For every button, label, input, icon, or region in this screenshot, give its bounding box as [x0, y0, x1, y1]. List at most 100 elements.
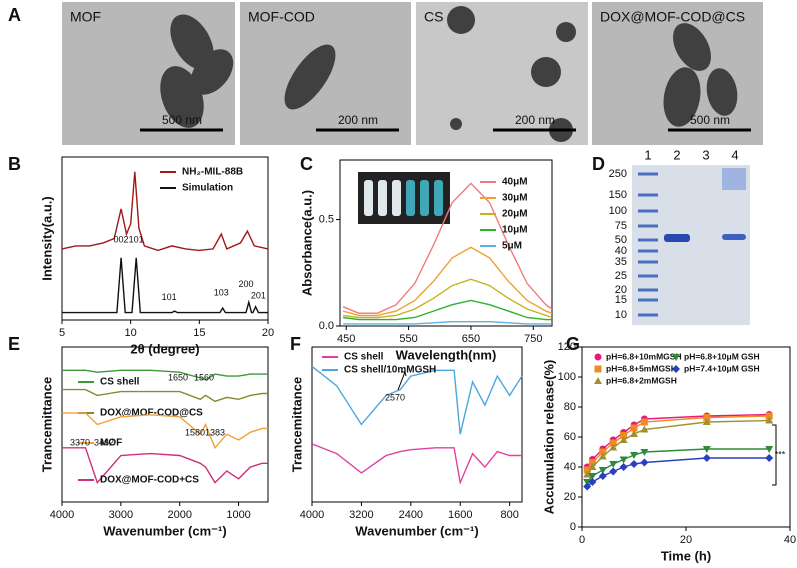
- legend-label: pH=6.8+10mMGSH: [606, 351, 682, 361]
- y-axis-title: Trancemittance: [289, 377, 304, 472]
- series-line: [62, 257, 268, 314]
- x-tick-label: 2000: [167, 509, 191, 521]
- legend-label: pH=7.4+10μM GSH: [684, 363, 760, 373]
- series-line: [311, 443, 522, 486]
- x-axis-title: Wavelength(nm): [396, 347, 497, 362]
- legend-label: 30μM: [502, 193, 528, 204]
- data-point: [640, 425, 649, 433]
- gel: [632, 165, 750, 325]
- x-tick-label: 3200: [349, 509, 373, 521]
- x-tick-label: 5: [59, 327, 65, 339]
- x-tick-label: 40: [784, 534, 796, 546]
- x-tick-label: 0: [579, 534, 585, 546]
- annotation: 1580: [185, 427, 205, 437]
- particle: [673, 23, 711, 71]
- marker-label: 10: [615, 309, 627, 321]
- data-point: [609, 461, 618, 468]
- data-point: [588, 473, 597, 480]
- data-point: [583, 470, 592, 478]
- legend-label: CS shell/10mMGSH: [344, 365, 436, 376]
- annotation: 200: [239, 279, 254, 289]
- legend-label: 5μM: [502, 241, 522, 252]
- series-line: [342, 246, 553, 317]
- data-point: [640, 418, 648, 426]
- legend-label: CS shell: [100, 377, 140, 388]
- x-tick-label: 20: [680, 534, 692, 546]
- marker-label: 15: [615, 294, 627, 306]
- tube: [364, 180, 373, 216]
- tube: [434, 180, 443, 216]
- x-tick-label: 550: [399, 333, 417, 345]
- data-point: [620, 432, 628, 439]
- image-label: CS: [424, 9, 443, 25]
- legend-symbol: [594, 377, 602, 384]
- tube: [406, 180, 415, 216]
- data-point: [702, 454, 711, 462]
- legend-label: pH=6.8+2mMGSH: [606, 375, 677, 385]
- scale-label: 500 nm: [162, 113, 202, 127]
- data-point: [702, 418, 711, 425]
- y-tick-label: 0.5: [319, 213, 334, 225]
- data-point: [640, 458, 649, 467]
- particle: [450, 118, 462, 130]
- annotation: 101: [162, 292, 177, 302]
- x-tick-label: 1600: [448, 509, 472, 521]
- y-tick-label: 40: [564, 461, 576, 473]
- series-line: [62, 447, 268, 484]
- particle: [706, 68, 738, 116]
- data-point: [630, 452, 638, 459]
- annotation: 3462: [94, 437, 114, 447]
- data-point: [765, 446, 774, 453]
- ladder-band: [638, 238, 658, 242]
- legend-label: NH₂-MIL-88B: [182, 167, 243, 178]
- y-tick-label: 0: [570, 521, 576, 533]
- annotation: 201: [251, 291, 266, 301]
- y-tick-label: 100: [558, 371, 576, 383]
- marker-label: 250: [609, 168, 627, 180]
- legend-label: pH=6.8+5mMGSH: [606, 363, 677, 373]
- series-line: [343, 299, 552, 321]
- data-point: [583, 466, 591, 474]
- lane-label: 2: [673, 147, 680, 162]
- tube: [420, 180, 429, 216]
- series-line: [311, 365, 523, 435]
- legend-label: MOF: [100, 438, 122, 449]
- data-point: [765, 412, 773, 420]
- legend-symbol: [672, 354, 680, 361]
- y-axis-title: Trancemittance: [39, 377, 54, 472]
- legend-label: DOX@MOF-COD+CS: [100, 475, 199, 486]
- series-line: [62, 412, 268, 450]
- particle: [170, 14, 214, 70]
- ladder-band: [638, 313, 658, 317]
- y-axis-title: Accumulation release(%): [541, 360, 556, 515]
- x-axis-title: Wavenumber (cm⁻¹): [355, 523, 478, 538]
- panel-letter: G: [566, 334, 580, 354]
- x-tick-label: 750: [524, 333, 542, 345]
- legend-label: 40μM: [502, 177, 528, 188]
- particle: [556, 22, 576, 42]
- annotation: 2570: [385, 392, 405, 402]
- marker-label: 25: [615, 270, 627, 282]
- series-line: [343, 278, 553, 319]
- data-point: [765, 454, 774, 462]
- data-point: [702, 446, 711, 453]
- panel-letter: B: [8, 154, 21, 174]
- particle: [284, 44, 336, 110]
- legend-label: 20μM: [502, 209, 528, 220]
- data-point: [630, 430, 638, 437]
- annotation: 1560: [194, 372, 214, 382]
- panel-letter: A: [8, 5, 21, 25]
- x-tick-label: 450: [337, 333, 355, 345]
- annotation: ***: [775, 449, 786, 459]
- ladder-band: [638, 209, 658, 213]
- x-tick-label: 3000: [109, 509, 133, 521]
- bracket: [772, 424, 777, 486]
- data-point: [588, 459, 596, 466]
- lane-label: 3: [702, 147, 709, 162]
- image-label: MOF-COD: [248, 9, 315, 25]
- data-point: [609, 467, 618, 476]
- marker-label: 50: [615, 234, 627, 246]
- y-axis-title: Intensity(a.u.): [39, 196, 54, 281]
- plot-frame: [339, 159, 553, 327]
